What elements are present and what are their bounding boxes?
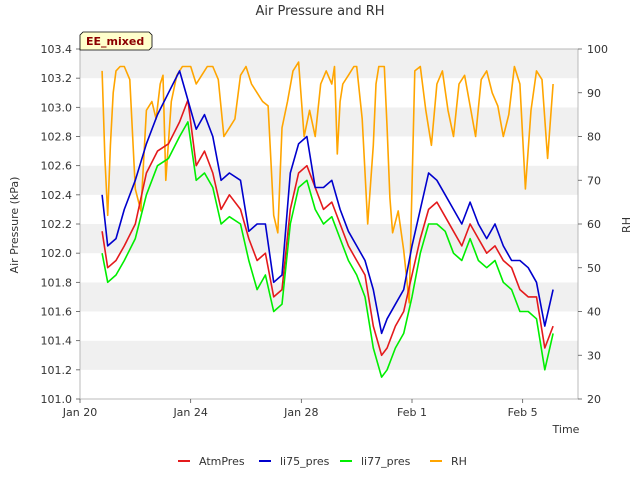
y2-tick-label: 80: [587, 131, 601, 144]
legend-item: AtmPres: [178, 455, 245, 468]
y-tick-label: 102.2: [41, 218, 73, 231]
series-layer: [101, 61, 554, 378]
y-tick-label: 101.4: [41, 335, 73, 348]
x-tick-label: Jan 20: [62, 406, 97, 419]
x-axis: Jan 20 Jan 24 Jan 28 Feb 1 Feb 5: [62, 399, 538, 419]
grid-band: [80, 136, 578, 166]
y2-axis-label: RH: [620, 217, 633, 233]
y2-tick-label: 40: [587, 306, 601, 319]
legend-label: li77_pres: [361, 455, 411, 468]
y-tick-label: 102.4: [41, 189, 73, 202]
legend-item: li77_pres: [340, 455, 411, 468]
series-line-rh: [101, 61, 554, 304]
left-y-axis: 101.0 101.2 101.4 101.6 101.8 102.0 102.2 102.4…: [41, 43, 80, 406]
y2-tick-label: 90: [587, 87, 601, 100]
y-tick-label: 102.8: [41, 131, 73, 144]
station-badge-label: EE_mixed: [86, 35, 144, 48]
y-tick-label: 101.8: [41, 276, 73, 289]
legend-item: li75_pres: [259, 455, 330, 468]
legend-label: RH: [451, 455, 467, 468]
grid-band: [80, 78, 578, 108]
y-axis-label: Air Pressure (kPa): [8, 177, 21, 274]
y2-tick-label: 50: [587, 262, 601, 275]
y-tick-label: 101.0: [41, 393, 73, 406]
grid-band: [80, 107, 578, 137]
series-line-atmpres: [101, 99, 554, 357]
x-tick-label: Feb 5: [508, 406, 538, 419]
station-badge: EE_mixed: [79, 31, 153, 51]
grid-band: [80, 369, 578, 399]
y-tick-label: 102.6: [41, 160, 73, 173]
grid-band: [80, 253, 578, 283]
legend-item: RH: [430, 455, 467, 468]
y-tick-label: 102.0: [41, 247, 73, 260]
chart-title: Air Pressure and RH: [255, 4, 384, 19]
grid-band: [80, 165, 578, 195]
x-axis-label: Time: [552, 423, 580, 436]
y2-tick-label: 60: [587, 218, 601, 231]
grid-band: [80, 224, 578, 254]
grid-bands: [80, 49, 578, 399]
legend-label: li75_pres: [280, 455, 330, 468]
series-line-li75-pres: [101, 70, 554, 335]
y-tick-label: 101.6: [41, 306, 73, 319]
grid-band: [80, 340, 578, 370]
x-tick-label: Jan 28: [283, 406, 318, 419]
y2-tick-label: 100: [587, 43, 608, 56]
legend-label: AtmPres: [199, 455, 245, 468]
grid-band: [80, 49, 578, 79]
y-tick-label: 101.2: [41, 364, 73, 377]
y2-tick-label: 70: [587, 174, 601, 187]
y-tick-label: 103.0: [41, 101, 73, 114]
x-tick-label: Feb 1: [397, 406, 427, 419]
grid-band: [80, 282, 578, 312]
series-line-li77-pres: [101, 121, 554, 378]
y2-tick-label: 20: [587, 393, 601, 406]
x-tick-label: Jan 24: [172, 406, 207, 419]
legend: AtmPres li75_pres li77_pres RH: [178, 455, 467, 468]
y2-tick-label: 30: [587, 349, 601, 362]
right-y-axis: 20 30 40 50 60 70 80 90 100: [578, 43, 608, 406]
grid-band: [80, 311, 578, 341]
y-tick-label: 103.2: [41, 72, 73, 85]
y-tick-label: 103.4: [41, 43, 73, 56]
